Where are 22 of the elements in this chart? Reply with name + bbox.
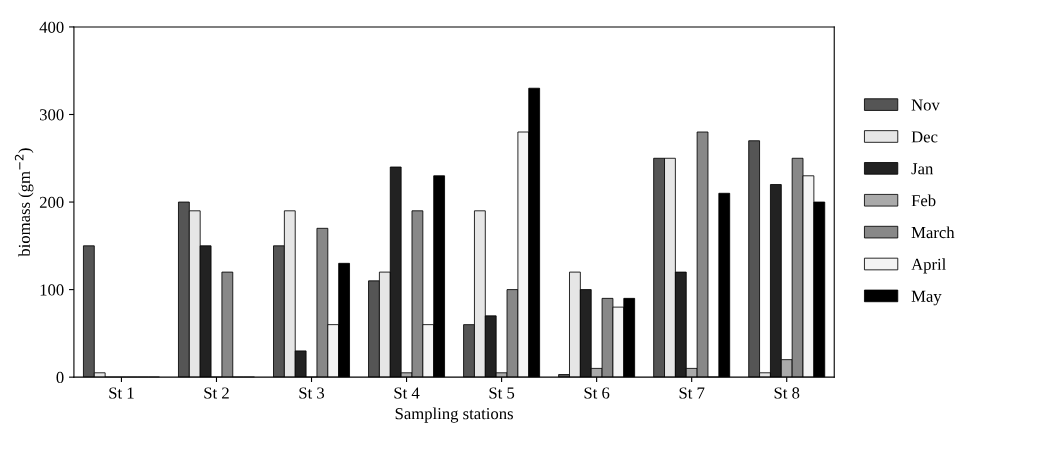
- legend-label: Jan: [911, 163, 934, 175]
- y-tick-label: 100: [40, 284, 64, 296]
- y-tick-label: 300: [39, 109, 64, 121]
- x-axis-title: Sampling stations: [395, 407, 513, 423]
- y-tick-label: 400: [39, 21, 64, 33]
- x-tick-label: St 3: [299, 387, 325, 399]
- legend-label: April: [911, 258, 946, 274]
- legend-label: Dec: [911, 131, 938, 143]
- legend-label: March: [911, 226, 955, 239]
- legend-label: May: [911, 290, 942, 306]
- x-tick-label: St 2: [204, 387, 229, 399]
- x-tick-label: St 5: [489, 387, 515, 399]
- x-tick-label: St 1: [109, 387, 134, 399]
- y-tick-label: 200: [39, 196, 64, 208]
- x-tick-label: St 4: [394, 387, 420, 399]
- x-tick-label: St 7: [679, 387, 705, 399]
- x-tick-label: St 6: [584, 387, 610, 399]
- legend-label: Feb: [911, 194, 936, 207]
- x-tick-label: St 8: [774, 387, 800, 399]
- legend-label: Nov: [911, 99, 940, 111]
- y-axis-title: biomass (gm$^{−2}$): [14, 148, 34, 257]
- y-tick-label: 0: [56, 371, 64, 384]
